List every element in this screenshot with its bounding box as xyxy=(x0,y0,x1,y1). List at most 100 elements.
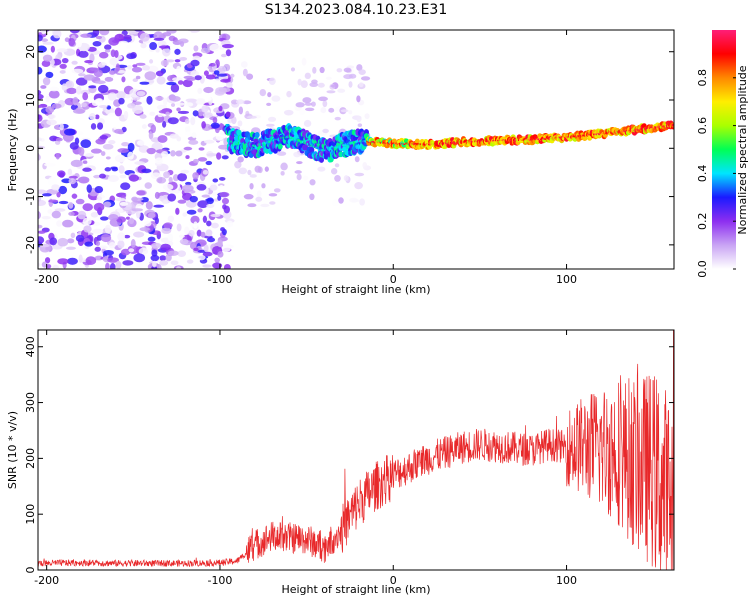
heatmap-cell xyxy=(230,73,235,78)
heatmap-cell xyxy=(201,105,209,113)
heatmap-cell xyxy=(283,109,294,116)
heatmap-cell xyxy=(216,152,222,160)
heatmap-cell xyxy=(167,193,177,202)
heatmap-cell xyxy=(194,75,202,81)
heatmap-cell xyxy=(264,166,269,172)
heatmap-cell xyxy=(93,174,101,179)
heatmap-cell xyxy=(82,152,95,157)
heatmap-cell xyxy=(139,114,147,119)
heatmap-cell xyxy=(68,37,76,47)
heatmap-cell xyxy=(49,237,58,246)
heatmap-cell xyxy=(78,176,90,184)
heatmap-cell xyxy=(90,211,99,218)
heatmap-cell xyxy=(319,156,325,163)
heatmap-cell xyxy=(55,152,60,160)
heatmap-cell xyxy=(267,92,272,98)
heatmap-cell xyxy=(196,184,207,191)
heatmap-cell xyxy=(247,169,252,176)
heatmap-cell xyxy=(117,70,126,74)
heatmap-cell xyxy=(42,41,54,45)
heatmap-cell xyxy=(155,263,162,269)
heatmap-cell xyxy=(131,208,144,212)
heatmap-cell xyxy=(202,251,213,257)
heatmap-cell xyxy=(95,240,101,247)
heatmap-cell xyxy=(192,172,199,180)
heatmap-cell xyxy=(170,83,180,93)
heatmap-cell xyxy=(80,33,92,38)
heatmap-cell xyxy=(209,43,220,52)
heatmap-cell xyxy=(185,155,190,159)
heatmap-cell xyxy=(51,184,60,191)
heatmap-cell xyxy=(157,135,168,143)
heatmap-cell xyxy=(38,66,43,75)
heatmap-cell xyxy=(103,249,114,256)
spectrogram-ylabel: Frequency (Hz) xyxy=(6,109,19,192)
heatmap-cell xyxy=(147,236,156,242)
heatmap-cell xyxy=(259,88,267,97)
heatmap-cell xyxy=(326,90,336,94)
colorbar-tick-label: 0.2 xyxy=(696,212,709,230)
heatmap-cell xyxy=(322,128,329,134)
heatmap-cell xyxy=(99,30,110,36)
heatmap-cell xyxy=(202,26,212,30)
heatmap-cell xyxy=(212,117,218,124)
heatmap-cell xyxy=(141,168,152,174)
heatmap-cell xyxy=(121,142,130,147)
heatmap-cell xyxy=(107,175,119,182)
snr-frame xyxy=(37,329,675,571)
heatmap-cell xyxy=(99,173,106,179)
heatmap-cell xyxy=(153,37,165,41)
heatmap-cell xyxy=(147,65,159,73)
heatmap-cell xyxy=(145,201,153,210)
heatmap-cell xyxy=(192,158,199,164)
heatmap-cell xyxy=(167,117,179,125)
heatmap-cell xyxy=(61,57,69,64)
heatmap-cell xyxy=(356,115,362,123)
heatmap-cell xyxy=(55,137,63,142)
heatmap-cell xyxy=(185,98,197,103)
y-tick-label: 10 xyxy=(24,93,37,107)
heatmap-cell xyxy=(302,97,312,104)
heatmap-cell xyxy=(49,86,60,92)
heatmap-cell xyxy=(358,69,366,75)
heatmap-cell xyxy=(194,34,200,41)
heatmap-cell xyxy=(237,156,244,163)
heatmap-cell xyxy=(202,112,213,118)
heatmap-cell xyxy=(205,229,213,237)
colorbar-tick-label: 0.4 xyxy=(696,165,709,183)
heatmap-cell xyxy=(136,140,146,146)
heatmap-cell xyxy=(261,183,266,189)
heatmap-cell xyxy=(235,99,245,105)
heatmap-cell xyxy=(162,32,172,37)
heatmap-cell xyxy=(118,40,128,44)
x-tick-label: -200 xyxy=(34,273,59,286)
heatmap-cell xyxy=(170,103,176,107)
heatmap-cell xyxy=(301,57,307,66)
heatmap-cell xyxy=(317,166,326,172)
heatmap-cell xyxy=(144,220,152,227)
heatmap-cell xyxy=(364,113,370,120)
heatmap-cell xyxy=(188,139,199,145)
heatmap-cell xyxy=(41,215,51,220)
heatmap-cell xyxy=(116,216,126,223)
heatmap-cell xyxy=(75,77,88,86)
heatmap-cell xyxy=(218,105,223,112)
heatmap-cell xyxy=(96,196,103,201)
heatmap-cell xyxy=(159,255,167,261)
heatmap-cell xyxy=(71,224,80,230)
heatmap-cell xyxy=(135,262,143,269)
heatmap-cell xyxy=(102,143,114,150)
y-tick-label: -10 xyxy=(24,188,37,206)
heatmap-cell xyxy=(174,59,181,63)
heatmap-cell xyxy=(158,45,171,49)
heatmap-cell xyxy=(120,182,131,190)
heatmap-cell xyxy=(61,83,67,91)
heatmap-cell xyxy=(202,264,212,268)
heatmap-cell xyxy=(210,222,219,229)
heatmap-cell xyxy=(177,110,190,114)
heatmap-cell xyxy=(184,118,190,125)
heatmap-cell xyxy=(82,217,92,226)
heatmap-cell xyxy=(300,80,308,89)
heatmap-cell xyxy=(166,59,175,63)
